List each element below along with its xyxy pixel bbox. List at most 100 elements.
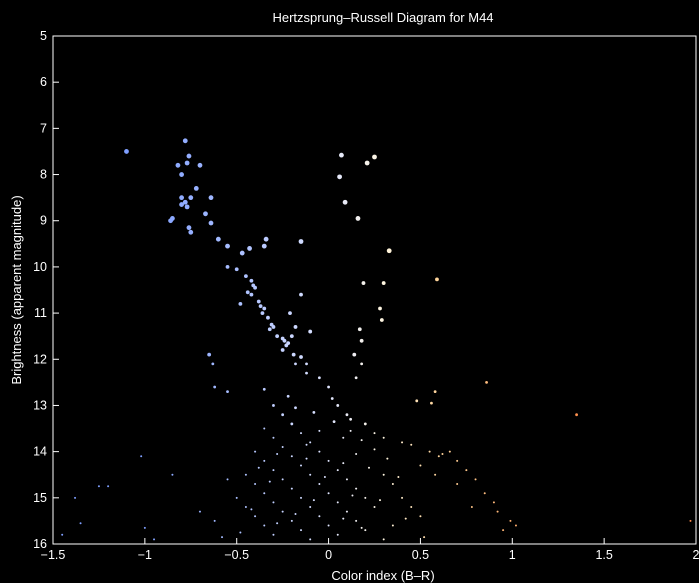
star-points: [61, 138, 692, 541]
star-point: [349, 429, 352, 432]
star-point: [363, 422, 367, 426]
y-tick-label: 16: [33, 537, 47, 551]
star-point: [308, 329, 313, 334]
star-point: [441, 452, 444, 455]
star-point: [305, 457, 308, 460]
star-point: [258, 304, 263, 309]
star-point: [373, 448, 376, 451]
star-point: [360, 526, 363, 529]
star-point: [342, 517, 345, 520]
star-point: [357, 327, 362, 332]
star-point: [184, 204, 190, 210]
x-tick-label: −1.5: [41, 548, 66, 562]
star-point: [256, 299, 261, 304]
star-point: [225, 243, 230, 249]
star-point: [203, 211, 208, 217]
star-point: [689, 519, 692, 522]
y-axis-label: Brightness (apparent magnitude): [9, 195, 24, 384]
star-point: [382, 538, 385, 541]
star-point: [327, 385, 330, 389]
x-tick-label: 0.5: [412, 548, 429, 562]
x-tick-label: 0: [325, 548, 332, 562]
star-point: [300, 432, 303, 435]
star-point: [391, 482, 394, 485]
star-point: [247, 246, 252, 251]
star-point: [415, 399, 419, 403]
star-point: [470, 506, 473, 509]
star-point: [272, 436, 275, 439]
star-point: [186, 225, 192, 231]
star-point: [79, 522, 82, 525]
star-point: [448, 450, 451, 453]
star-point: [381, 281, 386, 285]
star-point: [367, 466, 370, 469]
star-point: [261, 243, 267, 249]
star-point: [342, 199, 348, 205]
star-point: [323, 476, 326, 479]
star-point: [281, 413, 285, 417]
y-tick-label: 15: [33, 491, 47, 505]
star-point: [300, 496, 303, 499]
star-point: [298, 239, 304, 244]
star-point: [349, 417, 353, 421]
star-point: [327, 459, 330, 462]
star-point: [263, 459, 266, 462]
star-point: [382, 473, 385, 476]
star-point: [378, 306, 382, 311]
star-point: [456, 459, 459, 462]
star-point: [355, 487, 358, 490]
star-point: [208, 195, 214, 201]
star-point: [364, 160, 370, 166]
star-point: [345, 478, 348, 481]
star-point: [182, 199, 188, 205]
star-point: [263, 427, 266, 430]
star-point: [509, 519, 512, 522]
star-point: [282, 338, 287, 343]
star-point: [309, 506, 312, 509]
chart-title: Hertzsprung–Russell Diagram for M44: [272, 10, 493, 25]
star-point: [198, 510, 201, 513]
star-point: [382, 436, 385, 439]
star-point: [267, 327, 272, 332]
star-point: [492, 501, 495, 504]
star-point: [379, 318, 384, 322]
x-axis: −1.5 −1 −0.5 0 0.5 1 1.5 2: [41, 538, 699, 562]
star-point: [249, 292, 254, 297]
star-point: [336, 404, 340, 407]
star-point: [143, 526, 146, 529]
star-point: [355, 519, 358, 522]
star-point: [327, 524, 330, 527]
star-point: [330, 397, 334, 400]
star-point: [290, 519, 293, 522]
star-point: [339, 152, 344, 158]
star-point: [249, 278, 254, 283]
plot-frame: [52, 35, 697, 545]
star-point: [359, 338, 364, 343]
star-point: [372, 154, 377, 160]
x-tick-label: 2: [693, 548, 699, 562]
star-point: [271, 325, 276, 329]
star-point: [309, 441, 312, 444]
y-tick-label: 14: [33, 445, 47, 459]
y-tick-label: 10: [33, 260, 47, 274]
star-point: [286, 394, 290, 398]
star-point: [254, 515, 257, 518]
star-point: [355, 216, 361, 221]
y-axis: 5 6 7 8 9 10 11 12 13 14 15 16: [33, 29, 59, 551]
star-point: [179, 202, 185, 207]
star-point: [281, 478, 284, 481]
star-point: [309, 473, 312, 476]
star-point: [305, 362, 308, 366]
star-point: [290, 422, 294, 426]
star-point: [300, 529, 303, 532]
star-point: [379, 499, 382, 502]
star-point: [213, 385, 217, 389]
star-point: [193, 186, 199, 191]
star-point: [239, 531, 242, 534]
star-point: [124, 149, 129, 154]
x-tick-label: 1: [509, 548, 516, 562]
star-point: [275, 334, 280, 339]
star-point: [433, 390, 437, 393]
star-point: [197, 162, 203, 168]
star-point: [299, 292, 303, 297]
